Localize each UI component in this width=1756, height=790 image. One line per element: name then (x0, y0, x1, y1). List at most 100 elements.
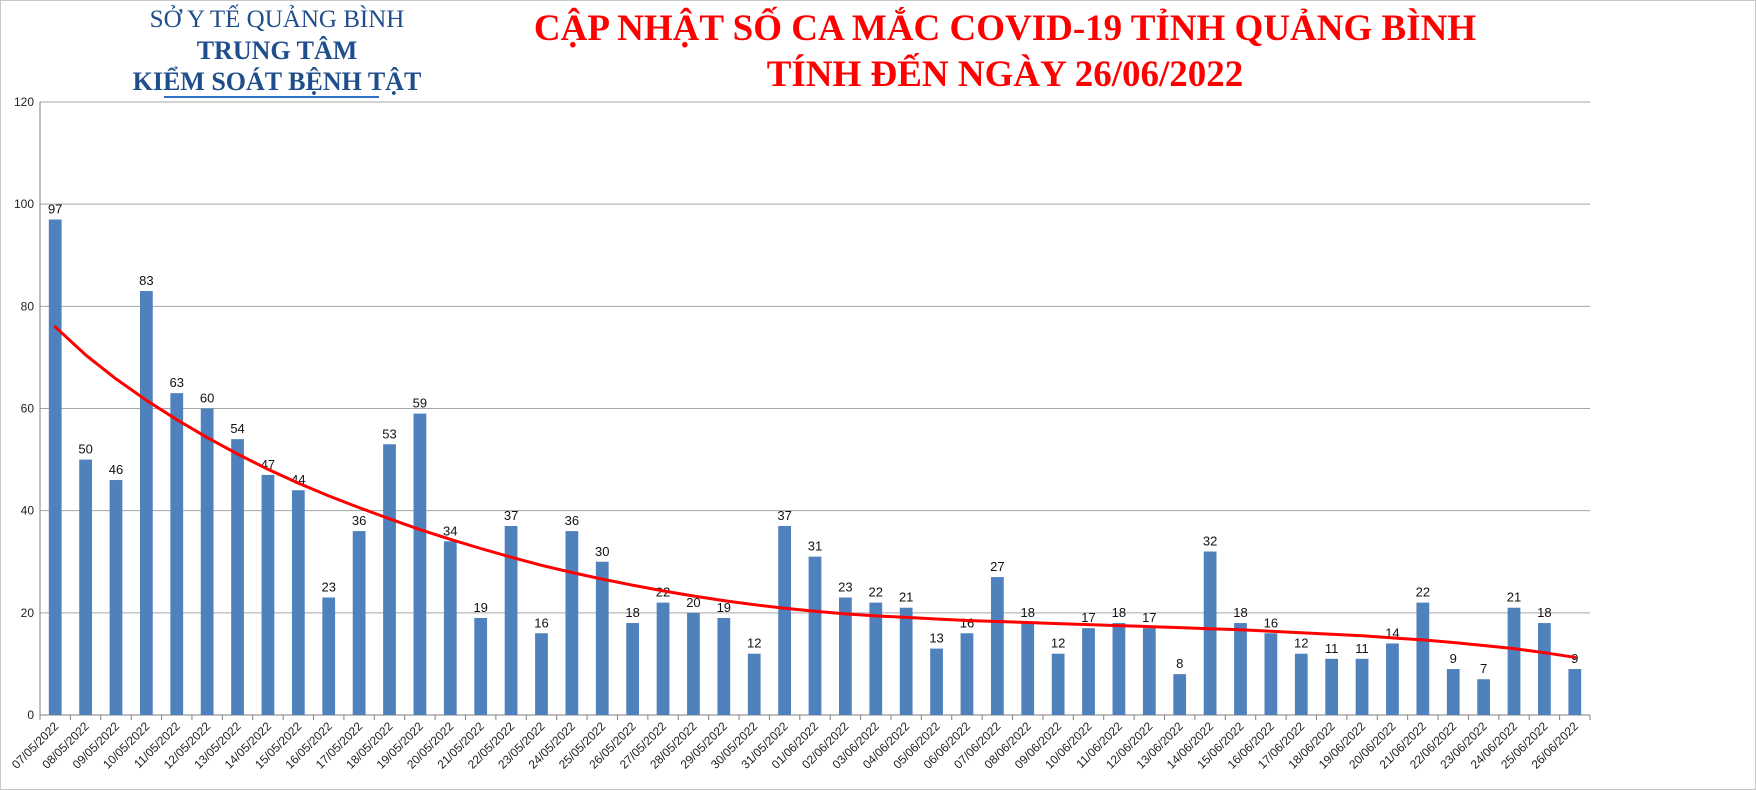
bar (413, 413, 427, 715)
data-label: 20 (686, 595, 700, 610)
bar (79, 459, 92, 715)
data-label: 11 (1325, 641, 1339, 656)
bar (322, 597, 336, 715)
data-label: 7 (1480, 661, 1487, 676)
bar (139, 291, 153, 715)
bar (1051, 653, 1065, 715)
bar (1173, 674, 1187, 715)
data-label: 23 (321, 580, 335, 595)
bar (1325, 658, 1339, 715)
data-label: 37 (777, 508, 791, 523)
data-label: 12 (747, 636, 761, 651)
bar (1234, 623, 1247, 715)
bar (717, 617, 731, 715)
data-label: 22 (869, 585, 883, 600)
data-label: 53 (382, 426, 396, 441)
bar (504, 525, 518, 715)
data-label: 16 (534, 615, 548, 630)
data-label: 34 (443, 523, 457, 538)
data-label: 19 (717, 600, 731, 615)
bar (383, 444, 396, 715)
data-label: 19 (473, 600, 487, 615)
data-label: 21 (1507, 590, 1521, 605)
data-label: 97 (48, 201, 62, 216)
data-label: 11 (1355, 641, 1369, 656)
data-label: 23 (838, 580, 852, 595)
bar (474, 617, 488, 715)
y-tick-label: 100 (14, 197, 34, 211)
y-tick-label: 40 (21, 504, 35, 518)
bar (687, 612, 700, 715)
data-label: 9 (1450, 651, 1457, 666)
data-label: 12 (1051, 636, 1065, 651)
bar (960, 633, 974, 715)
bar (1355, 658, 1369, 715)
data-label: 31 (808, 539, 822, 554)
bar (1477, 679, 1491, 715)
data-label: 36 (565, 513, 579, 528)
bar (170, 393, 184, 715)
y-tick-label: 80 (21, 299, 35, 313)
data-label: 54 (230, 421, 244, 436)
bar (352, 531, 366, 715)
data-label: 22 (1416, 585, 1430, 600)
bar (990, 577, 1004, 715)
bar (443, 541, 457, 715)
data-label: 17 (1081, 610, 1095, 625)
bar (1264, 633, 1278, 715)
data-label: 27 (990, 559, 1004, 574)
bar (899, 607, 913, 715)
bar (808, 556, 822, 715)
data-label: 30 (595, 544, 609, 559)
data-label: 8 (1176, 656, 1183, 671)
data-label: 21 (899, 590, 913, 605)
data-label: 63 (170, 375, 184, 390)
bar (747, 653, 761, 715)
bar (656, 602, 670, 715)
bar (1203, 551, 1217, 715)
bar (109, 480, 123, 715)
bar (626, 623, 640, 715)
bar (1082, 628, 1095, 715)
y-tick-label: 0 (27, 708, 34, 722)
data-label: 17 (1142, 610, 1156, 625)
bar (595, 561, 609, 715)
data-label: 18 (1112, 605, 1126, 620)
bar (1538, 623, 1551, 715)
org-center: TRUNG TÂM (196, 36, 358, 65)
org-department: SỞ Y TẾ QUẢNG BÌNH (149, 6, 405, 33)
data-label: 18 (1233, 605, 1247, 620)
bar (839, 597, 852, 715)
bar (1507, 607, 1521, 715)
data-label: 16 (960, 615, 974, 630)
data-label: 18 (1537, 605, 1551, 620)
bar (1021, 623, 1035, 715)
y-tick-label: 120 (14, 95, 34, 109)
org-underline (164, 96, 379, 98)
chart-title-line2: TÍNH ĐẾN NGÀY 26/06/2022 (766, 54, 1244, 95)
bar (48, 219, 62, 715)
bar (1112, 623, 1126, 715)
data-label: 37 (504, 508, 518, 523)
data-label: 36 (352, 513, 366, 528)
bar (930, 648, 943, 715)
bar (1568, 669, 1582, 715)
organization-header: SỞ Y TẾ QUẢNG BÌNH TRUNG TÂM KIỂM SOÁT B… (112, 4, 442, 98)
chart-title-line1: CẬP NHẬT SỐ CA MẮC COVID-19 TỈNH QUẢNG B… (533, 8, 1477, 49)
data-label: 60 (200, 391, 214, 406)
bar (1446, 669, 1460, 715)
data-label: 18 (1021, 605, 1035, 620)
chart-title: CẬP NHẬT SỐ CA MẮC COVID-19 TỈNH QUẢNG B… (440, 6, 1570, 98)
data-label: 59 (413, 396, 427, 411)
bar (565, 531, 579, 715)
bar (291, 490, 305, 715)
bar (200, 408, 214, 715)
data-label: 50 (78, 442, 92, 457)
bar (535, 633, 548, 715)
y-tick-label: 20 (21, 606, 35, 620)
bar (261, 474, 275, 715)
data-label: 32 (1203, 534, 1217, 549)
org-name: KIỂM SOÁT BỆNH TẬT (132, 67, 422, 96)
bar (869, 602, 883, 715)
y-tick-label: 60 (21, 402, 35, 416)
